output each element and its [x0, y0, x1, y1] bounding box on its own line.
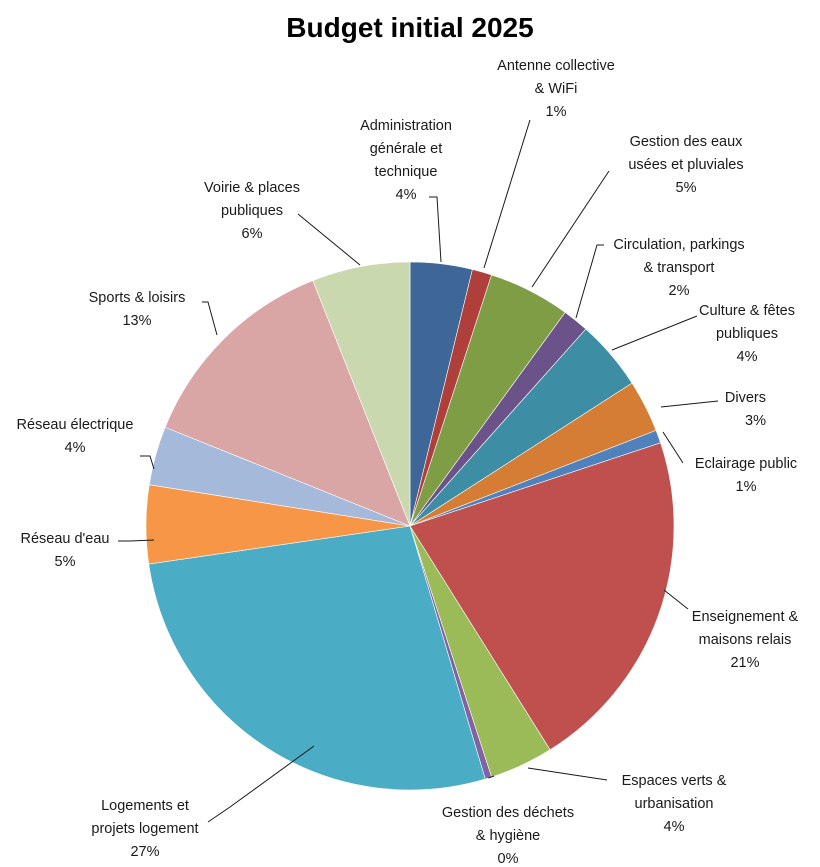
slice-label-line: Réseau d'eau [20, 531, 109, 547]
slice-percent: 4% [396, 187, 417, 203]
slice-label-gestion-des-eaux-usees-et-pluviales: Gestion des eaux usées et pluviales 5% [628, 134, 743, 196]
leader-line-espaces-verts-urbanisation [527, 767, 608, 781]
slice-label-line: Gestion des eaux [630, 134, 744, 150]
slice-label-circulation-parkings-transport: Circulation, parkings & transport 2% [613, 237, 744, 299]
pie-slice-voirie-places-publiques [312, 261, 411, 527]
slice-label-culture-fetes-publiques: Culture & fêtes publiques 4% [699, 303, 795, 365]
slice-label-line: Eclairage public [695, 456, 797, 472]
leader-line-gestion-des-dechets-hygiene [488, 775, 495, 779]
slice-percent: 3% [745, 413, 766, 429]
slice-label-espaces-verts-urbanisation: Espaces verts & urbanisation 4% [622, 773, 727, 835]
leader-line-gestion-des-eaux-usees-et-pluviales [531, 170, 610, 288]
slice-label-line: & transport [644, 260, 715, 276]
slice-label-line: Réseau électrique [17, 417, 134, 433]
leader-line-enseignement-maisons-relais [663, 589, 689, 610]
slice-percent: 5% [55, 554, 76, 570]
slice-percent: 1% [546, 104, 567, 120]
slice-label-line: usées et pluviales [628, 157, 743, 173]
slice-label-line: publiques [221, 203, 283, 219]
slice-label-line: Antenne collective [497, 58, 615, 74]
slice-percent: 13% [122, 313, 151, 329]
slice-label-line: Circulation, parkings [613, 237, 744, 253]
pie-slices [145, 261, 675, 791]
leader-line-divers [660, 400, 719, 408]
slice-percent: 6% [242, 226, 263, 242]
slice-label-line: urbanisation [635, 796, 714, 812]
slice-label-line: Divers [725, 390, 766, 406]
slice-label-line: Enseignement & [692, 609, 799, 625]
leader-line-eclairage-public [662, 431, 684, 464]
pie-slice-enseignement-maisons-relais [409, 442, 675, 751]
leader-line-reseau-electrique [140, 455, 155, 470]
chart-title: Budget initial 2025 [286, 12, 533, 43]
slice-label-line: Gestion des déchets [442, 805, 574, 821]
leader-line-voirie-places-publiques [297, 213, 361, 266]
slice-percent: 2% [669, 283, 690, 299]
slice-label-line: Administration [360, 118, 452, 134]
leader-line-administration-generale-et-technique [429, 196, 442, 263]
slice-label-antenne-collective-wifi: Antenne collective & WiFi 1% [497, 58, 615, 120]
slice-label-line: & hygiène [476, 828, 541, 844]
slice-label-line: Voirie & places [204, 180, 300, 196]
slice-label-line: technique [375, 164, 438, 180]
slice-label-divers: Divers 3% [725, 390, 766, 429]
slice-label-line: Culture & fêtes [699, 303, 795, 319]
leader-lines [118, 119, 719, 823]
slice-label-reseau-d-eau: Réseau d'eau 5% [20, 531, 109, 570]
leader-line-sports-loisirs [202, 301, 218, 336]
slice-label-voirie-places-publiques: Voirie & places publiques 6% [204, 180, 300, 242]
slice-percent: 4% [65, 440, 86, 456]
leader-line-circulation-parkings-transport [575, 244, 604, 319]
pie-slice-logements-et-projets-logement [148, 525, 486, 791]
slice-percent: 1% [736, 479, 757, 495]
slice-label-sports-loisirs: Sports & loisirs 13% [89, 290, 186, 329]
pie-slice-sports-loisirs [164, 280, 411, 527]
slice-label-gestion-des-dechets-hygiene: Gestion des déchets & hygiène 0% [442, 805, 574, 867]
leader-line-logements-et-projets-logement [207, 745, 315, 823]
slice-percent: 5% [676, 180, 697, 196]
slice-label-reseau-electrique: Réseau électrique 4% [17, 417, 134, 456]
slice-labels: Administration générale et technique 4% Ante… [17, 58, 799, 867]
slice-label-eclairage-public: Eclairage public 1% [695, 456, 797, 495]
slice-percent: 4% [664, 819, 685, 835]
slice-label-enseignement-maisons-relais: Enseignement & maisons relais 21% [692, 609, 799, 671]
leader-line-reseau-d-eau [118, 539, 155, 542]
slice-label-line: & WiFi [535, 81, 578, 97]
slice-label-line: projets logement [91, 821, 198, 837]
slice-label-line: Espaces verts & [622, 773, 727, 789]
slice-percent: 21% [730, 655, 759, 671]
slice-label-administration-generale-et-technique: Administration générale et technique 4% [360, 118, 452, 203]
slice-percent: 4% [737, 349, 758, 365]
slice-label-line: générale et [370, 141, 443, 157]
slice-label-line: Logements et [101, 798, 189, 814]
slice-percent: 27% [130, 844, 159, 860]
slice-label-line: Sports & loisirs [89, 290, 186, 306]
slice-label-logements-et-projets-logement: Logements et projets logement 27% [91, 798, 198, 860]
slice-label-line: publiques [716, 326, 778, 342]
leader-line-antenne-collective-wifi [483, 119, 531, 269]
slice-label-line: maisons relais [699, 632, 792, 648]
leader-line-culture-fetes-publiques [611, 315, 698, 351]
slice-percent: 0% [498, 851, 519, 867]
